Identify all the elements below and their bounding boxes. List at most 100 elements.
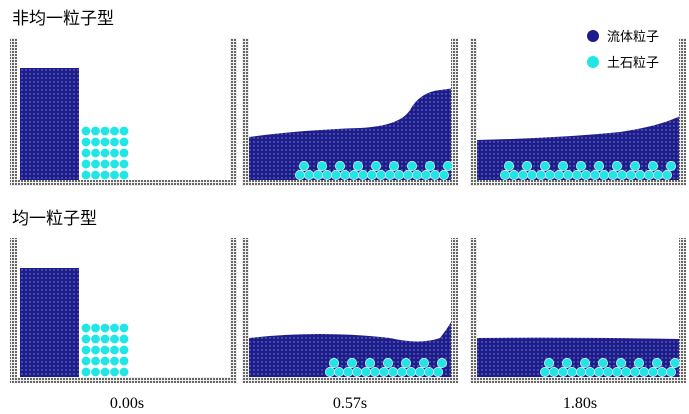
time-label: 0.00s	[110, 395, 144, 412]
wall	[10, 238, 17, 383]
sediment-particle	[365, 358, 374, 367]
sediment-particle	[91, 126, 100, 135]
sediment-particle	[379, 367, 388, 376]
sediment-particle	[367, 170, 376, 179]
row-title: 均一粒子型	[12, 209, 97, 229]
sediment-particle	[317, 161, 326, 170]
sediment-particle	[110, 323, 119, 332]
sediment-particle	[81, 356, 90, 365]
sediment-particle	[119, 345, 128, 354]
sediment-particle	[603, 367, 612, 376]
wall	[679, 38, 686, 186]
sediment-particle	[394, 170, 403, 179]
sediment-particle	[406, 367, 415, 376]
sediment-particle	[430, 170, 439, 179]
sediment-particle	[119, 126, 128, 135]
wall	[470, 377, 686, 383]
sediment-particle	[81, 148, 90, 157]
sediment-particle	[91, 148, 100, 157]
sediment-particle	[100, 323, 109, 332]
sediment-particle	[334, 367, 343, 376]
sediment-particle	[616, 358, 625, 367]
sediment-particle	[558, 367, 567, 376]
sediment-particle	[621, 367, 630, 376]
sediment-particle	[361, 367, 370, 376]
sediment-particle	[576, 367, 585, 376]
sediment-particle	[670, 358, 679, 367]
sediment-particle	[91, 334, 100, 343]
sediment-particle	[545, 170, 554, 179]
sediment-particle	[371, 161, 380, 170]
sediment-particle	[509, 170, 518, 179]
sediment-particle	[403, 170, 412, 179]
sediment-particle	[119, 170, 128, 179]
sediment-particle	[119, 334, 128, 343]
sediment-particle	[652, 358, 661, 367]
sediment-particle	[110, 170, 119, 179]
sediment-particle	[424, 367, 433, 376]
legend-label: 土石粒子	[607, 56, 659, 71]
wall	[10, 180, 237, 186]
sediment-particle	[91, 323, 100, 332]
sediment-particle	[563, 170, 572, 179]
sediment-particle	[617, 170, 626, 179]
sediment-particle	[370, 367, 379, 376]
sediment-particle	[383, 358, 392, 367]
sediment-particle	[662, 170, 671, 179]
sediment-particle	[612, 367, 621, 376]
wall	[242, 180, 458, 186]
figure: 非均一粒子型 均一粒子型 流体粒子 土石粒子 0.00s 0.57s 1.80s	[0, 0, 689, 414]
time-label: 1.80s	[563, 395, 597, 412]
sediment-particle	[594, 367, 603, 376]
sediment-particle	[634, 358, 643, 367]
sediment-particle	[335, 161, 344, 170]
sediment-particle	[439, 170, 448, 179]
wall	[242, 38, 249, 186]
sediment-particle	[527, 170, 536, 179]
sediment-particle	[81, 170, 90, 179]
sediment-particle	[401, 358, 410, 367]
wall	[470, 38, 477, 186]
sediment-particle	[299, 161, 308, 170]
sediment-particle	[81, 345, 90, 354]
sediment-particle	[585, 367, 594, 376]
sediment-particle	[572, 170, 581, 179]
sediment-particle	[91, 137, 100, 146]
sediment-particle	[544, 358, 553, 367]
sediment-particle	[388, 367, 397, 376]
sediment-particle	[343, 367, 352, 376]
sediment-particle	[110, 367, 119, 376]
time-label: 0.57s	[333, 395, 367, 412]
sediment-particle	[630, 367, 639, 376]
wall	[470, 238, 477, 383]
sediment-particle	[536, 170, 545, 179]
sediment-particle	[81, 126, 90, 135]
sediment-particle	[110, 345, 119, 354]
sediment-particle	[91, 159, 100, 168]
sediment-particle	[110, 126, 119, 135]
sediment-particle	[100, 345, 109, 354]
sediment-particle	[119, 159, 128, 168]
sediment-particle	[295, 170, 304, 179]
sediment-particle	[100, 367, 109, 376]
fluid-particles	[20, 68, 79, 180]
sediment-particle	[91, 356, 100, 365]
sediment-particle	[110, 159, 119, 168]
wall	[10, 377, 237, 383]
sediment-particle	[91, 345, 100, 354]
sediment-particle	[443, 161, 452, 170]
fluid-particles	[249, 88, 455, 180]
sediment-particle	[119, 137, 128, 146]
sediment-particle	[110, 356, 119, 365]
sediment-particle	[612, 161, 621, 170]
sediment-particle	[100, 170, 109, 179]
sediment-particle	[352, 367, 361, 376]
sediment-particle	[581, 170, 590, 179]
sediment-particle	[322, 170, 331, 179]
sediment-particle	[100, 148, 109, 157]
sediment-particle	[648, 367, 657, 376]
sediment-particle	[385, 170, 394, 179]
sediment-particle	[518, 170, 527, 179]
wall	[451, 238, 458, 383]
sediment-particle	[558, 161, 567, 170]
